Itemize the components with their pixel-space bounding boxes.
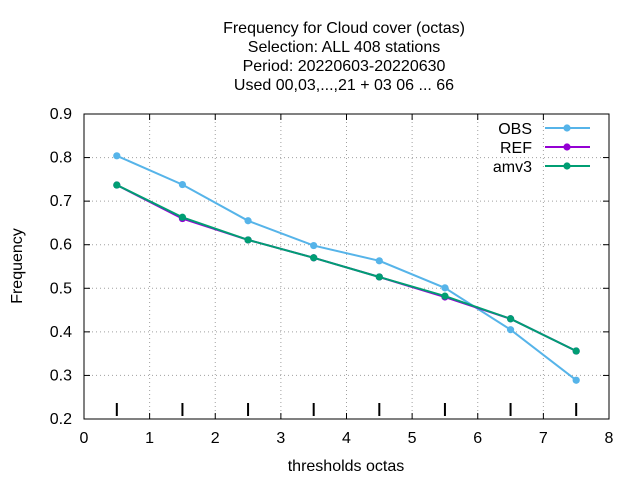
- y-tick-label: 0.5: [50, 280, 72, 297]
- data-point-amv3: [441, 292, 449, 300]
- data-point-obs: [178, 180, 187, 189]
- y-tick-label: 0.7: [50, 193, 72, 210]
- x-tick-label: 2: [211, 430, 220, 447]
- data-point-obs: [441, 284, 449, 292]
- x-tick-label: 0: [80, 430, 89, 447]
- legend-label-ref: REF: [500, 140, 532, 157]
- series-line-obs: [116, 154, 577, 381]
- y-tick-label: 0.2: [50, 411, 72, 428]
- y-tick-label: 0.4: [50, 324, 72, 341]
- y-tick-label: 0.8: [50, 150, 72, 167]
- title-line-4: Used 00,03,...,21 + 03 06 ... 66: [234, 77, 454, 94]
- title-line-1: Frequency for Cloud cover (octas): [223, 20, 465, 37]
- legend-marker-obs: [563, 124, 571, 132]
- data-point-obs: [113, 152, 121, 160]
- data-point-amv3: [375, 273, 383, 281]
- y-axis: 0.2 0.3 0.4 0.5 0.6 0.7 0.8 0.9: [50, 106, 609, 428]
- x-tick-label: 6: [473, 430, 482, 447]
- data-point-amv3: [113, 181, 121, 189]
- data-point-obs: [310, 241, 318, 250]
- data-point-amv3: [178, 213, 187, 221]
- x-tick-label: 4: [342, 430, 351, 447]
- y-tick-label: 0.6: [50, 237, 72, 254]
- threshold-marks: [115, 403, 578, 416]
- title-line-3: Period: 20220603-20220630: [243, 58, 446, 75]
- x-tick-label: 7: [539, 430, 548, 447]
- x-tick-label: 1: [145, 430, 154, 447]
- series-line-amv3: [116, 184, 577, 352]
- series-layer: [113, 152, 580, 384]
- legend-marker-amv3: [563, 162, 571, 170]
- x-tick-label: 5: [408, 430, 417, 447]
- data-point-obs: [506, 326, 515, 334]
- y-tick-label: 0.3: [50, 367, 72, 384]
- y-axis-label: Frequency: [9, 228, 26, 304]
- data-point-amv3: [310, 254, 318, 262]
- legend: OBS REF amv3: [493, 121, 590, 176]
- data-point-amv3: [244, 236, 252, 244]
- x-axis: 0 1 2 3 4 5 6 7 8: [80, 114, 614, 447]
- x-tick-label: 8: [605, 430, 614, 447]
- data-point-obs: [572, 376, 580, 384]
- y-tick-label: 0.9: [50, 106, 72, 123]
- data-point-obs: [244, 217, 252, 225]
- legend-label-amv3: amv3: [493, 159, 532, 176]
- x-tick-label: 3: [276, 430, 285, 447]
- data-point-amv3: [506, 315, 515, 323]
- legend-marker-ref: [563, 143, 571, 151]
- x-axis-label: thresholds octas: [288, 458, 405, 475]
- title-line-2: Selection: ALL 408 stations: [248, 39, 440, 56]
- chart-title: Frequency for Cloud cover (octas) Select…: [223, 20, 465, 94]
- data-point-obs: [375, 257, 383, 265]
- data-point-amv3: [572, 347, 580, 355]
- legend-label-obs: OBS: [498, 121, 532, 138]
